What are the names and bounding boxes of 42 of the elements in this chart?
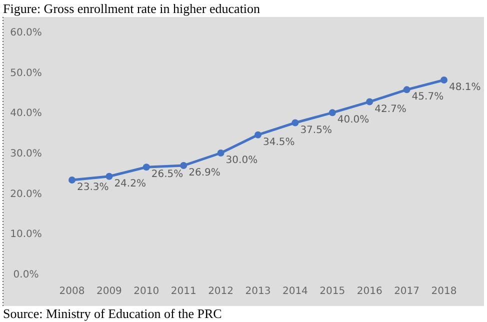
- x-tick-label: 2010: [134, 286, 160, 297]
- y-tick-label: 30.0%: [10, 148, 42, 160]
- y-tick-label: 0.0%: [13, 270, 39, 280]
- data-label: 42.7%: [374, 104, 406, 115]
- point: [254, 131, 262, 138]
- data-label: 45.7%: [412, 92, 444, 103]
- point: [217, 150, 224, 156]
- data-label: 34.5%: [263, 136, 295, 148]
- x-tick-label: 2014: [282, 286, 308, 297]
- point: [328, 109, 336, 116]
- chart-title: Figure: Gross enrollment rate in higher education: [3, 1, 261, 16]
- x-tick-label: 2015: [320, 286, 346, 297]
- point: [142, 164, 150, 171]
- x-tick-label: 2009: [96, 286, 122, 297]
- source-note: Source: Ministry of Education of the PRC: [3, 306, 222, 321]
- point: [68, 176, 76, 184]
- x-tick-label: 2012: [208, 286, 234, 297]
- y-tick-label: 50.0%: [10, 68, 42, 79]
- point: [180, 162, 188, 170]
- y-tick-label: 10.0%: [10, 229, 42, 240]
- x-tick-label: 2013: [245, 286, 271, 297]
- point: [292, 119, 299, 126]
- x-tick-label: 2018: [431, 286, 457, 297]
- y-tick-label: 60.0%: [10, 28, 42, 38]
- data-label: 26.9%: [188, 168, 220, 179]
- data-label: 30.0%: [226, 155, 258, 166]
- data-label: 26.5%: [151, 169, 184, 180]
- point: [106, 172, 113, 180]
- y-tick-label: 40.0%: [10, 108, 42, 120]
- x-tick-label: 2016: [356, 286, 382, 297]
- point: [403, 86, 410, 94]
- data-label: 40.0%: [337, 114, 370, 126]
- y-tick-label: 20.0%: [10, 188, 42, 200]
- x-tick-label: 2008: [59, 286, 85, 297]
- point: [366, 98, 374, 106]
- data-label: 48.1%: [449, 82, 481, 93]
- data-label: 37.5%: [300, 124, 332, 136]
- x-tick-label: 2017: [394, 286, 420, 297]
- data-label: 24.2%: [114, 178, 146, 190]
- point: [440, 76, 448, 84]
- data-label: 23.3%: [77, 182, 109, 194]
- x-tick-label: 2011: [170, 286, 196, 297]
